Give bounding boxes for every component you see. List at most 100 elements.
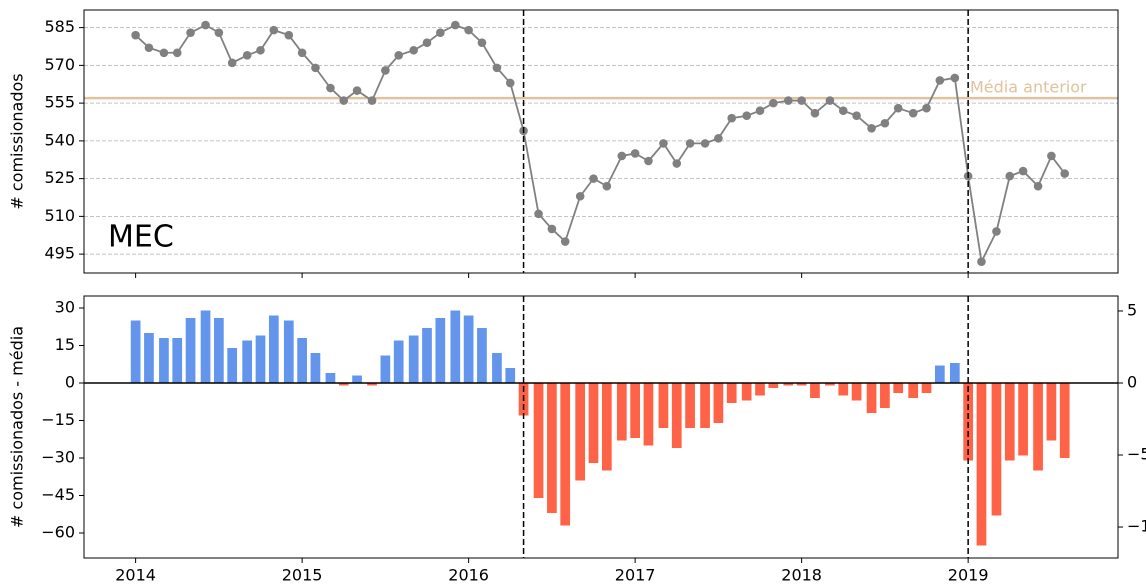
point	[547, 224, 557, 234]
plot-frame	[83, 9, 1119, 274]
point	[451, 20, 460, 30]
x-tick-label: 2018	[781, 566, 822, 585]
bar	[685, 383, 695, 428]
bar	[796, 383, 807, 386]
bar	[422, 328, 432, 383]
y-axis-label: # comissionados - média	[8, 326, 27, 528]
point	[381, 66, 390, 75]
point	[477, 38, 487, 48]
y-tick-label: −30	[41, 448, 75, 467]
point	[838, 106, 848, 115]
bar	[588, 383, 599, 463]
y-tick-label: 555	[44, 93, 75, 112]
point	[935, 76, 945, 85]
y2-tick-label: −5	[1127, 445, 1146, 464]
bar	[880, 383, 890, 408]
point	[825, 96, 835, 105]
bar	[325, 373, 336, 383]
y-tick-label: 510	[44, 206, 75, 225]
bar	[477, 328, 487, 383]
point	[893, 103, 903, 113]
bar	[921, 383, 932, 393]
point	[1047, 151, 1056, 161]
point	[1060, 169, 1070, 178]
bar	[976, 383, 987, 546]
point	[284, 30, 294, 40]
bar	[255, 335, 266, 383]
y2-tick-label: −10	[1127, 517, 1146, 536]
bar	[435, 318, 446, 383]
point	[727, 113, 737, 123]
bar	[851, 383, 862, 401]
bar	[1018, 383, 1028, 456]
line	[134, 24, 1066, 265]
y2-tick-label: 0	[1127, 372, 1137, 391]
bar	[963, 383, 974, 461]
y-tick-label: 585	[44, 17, 75, 36]
bar	[810, 383, 820, 398]
point	[617, 151, 627, 161]
mean-label: Média anterior	[970, 78, 1087, 97]
bar	[547, 383, 557, 513]
bar	[367, 383, 377, 386]
point	[880, 118, 890, 128]
bar	[130, 320, 141, 383]
bar	[492, 353, 502, 383]
point	[769, 98, 778, 108]
bar	[601, 383, 612, 471]
point	[1018, 166, 1028, 176]
y-tick-label: 0	[65, 373, 75, 392]
bar	[450, 310, 461, 383]
point	[367, 96, 377, 105]
point	[784, 96, 793, 105]
bar	[505, 368, 516, 383]
bar	[297, 338, 307, 383]
bar	[144, 333, 154, 383]
point	[311, 63, 320, 73]
point	[977, 257, 986, 266]
point	[575, 191, 585, 201]
point	[464, 25, 473, 35]
point	[159, 48, 169, 58]
bar	[726, 383, 737, 403]
point	[186, 28, 195, 37]
bar	[700, 383, 710, 428]
bar	[866, 383, 877, 413]
point	[227, 58, 237, 68]
bar	[671, 383, 682, 448]
bar	[283, 320, 294, 383]
bar	[1046, 383, 1057, 441]
bar	[338, 383, 349, 386]
bar	[242, 340, 253, 383]
bar	[408, 335, 419, 383]
point	[422, 38, 432, 48]
bar	[159, 338, 169, 383]
bar	[1059, 383, 1070, 458]
bar	[893, 383, 904, 393]
point	[409, 45, 418, 55]
point	[534, 209, 543, 219]
bar	[380, 355, 391, 383]
point	[394, 51, 403, 60]
point	[672, 159, 682, 168]
bar	[310, 353, 321, 383]
bar	[172, 338, 183, 383]
bar	[268, 315, 279, 383]
point	[144, 43, 154, 53]
point	[742, 111, 751, 121]
bar	[185, 318, 196, 383]
bar	[949, 363, 960, 383]
bar	[755, 383, 765, 396]
bar	[934, 365, 945, 383]
point	[1005, 171, 1015, 181]
bar	[575, 383, 586, 481]
bar	[825, 383, 835, 386]
bar	[768, 383, 779, 388]
point	[714, 134, 723, 143]
bar	[393, 340, 404, 383]
y-tick-label: 495	[44, 244, 75, 263]
point	[797, 96, 806, 105]
point	[589, 174, 598, 183]
bar	[533, 383, 544, 498]
